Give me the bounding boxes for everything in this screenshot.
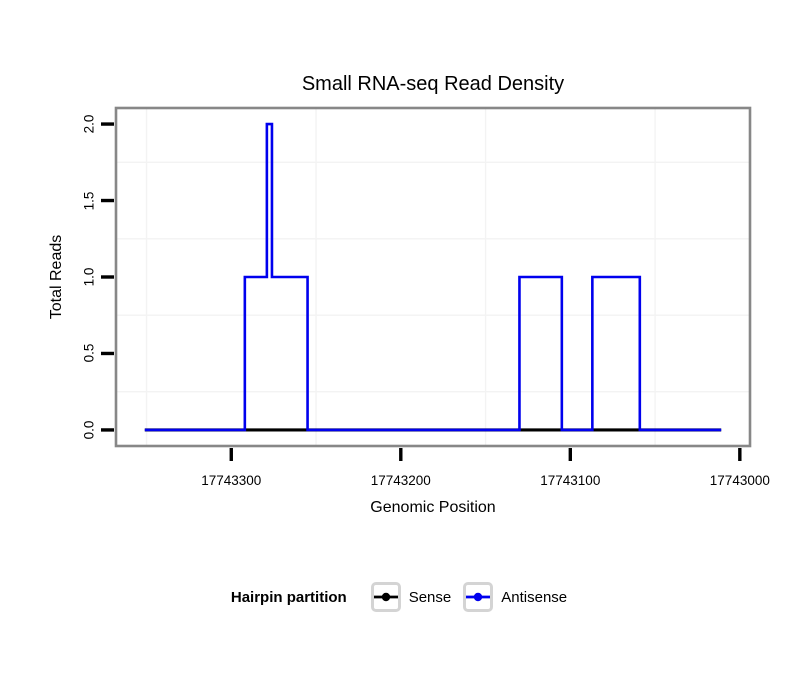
x-tick-label: 17743000 [709,473,770,488]
legend-entry-antisense: Antisense [463,582,567,612]
legend-label-antisense: Antisense [501,588,568,606]
x-axis-label: Genomic Position [370,499,496,516]
x-tick-label: 17743100 [540,473,601,488]
y-tick-label: 0.5 [81,344,97,363]
x-tick-label: 17743200 [370,473,431,488]
y-tick-label: 1.0 [81,267,97,287]
panel-border [114,106,752,448]
y-tick-label: 0.0 [81,420,97,440]
series-antisense [144,122,722,432]
chart-title: Small RNA-seq Read Density [301,73,565,95]
sense-line-point-key-icon [370,582,401,612]
y-tick-label: 1.5 [81,191,97,210]
y-tick-label: 2.0 [81,114,97,134]
legend: Hairpin partition Sense Antisense [0,581,810,613]
antisense-line-point-key-icon [463,582,494,612]
y-axis-label: Total Reads [48,234,65,320]
legend-title: Hairpin partition [230,588,347,606]
x-tick-label: 17743300 [201,473,262,488]
legend-entry-sense: Sense [370,582,452,612]
legend-label-sense: Sense [408,588,452,606]
